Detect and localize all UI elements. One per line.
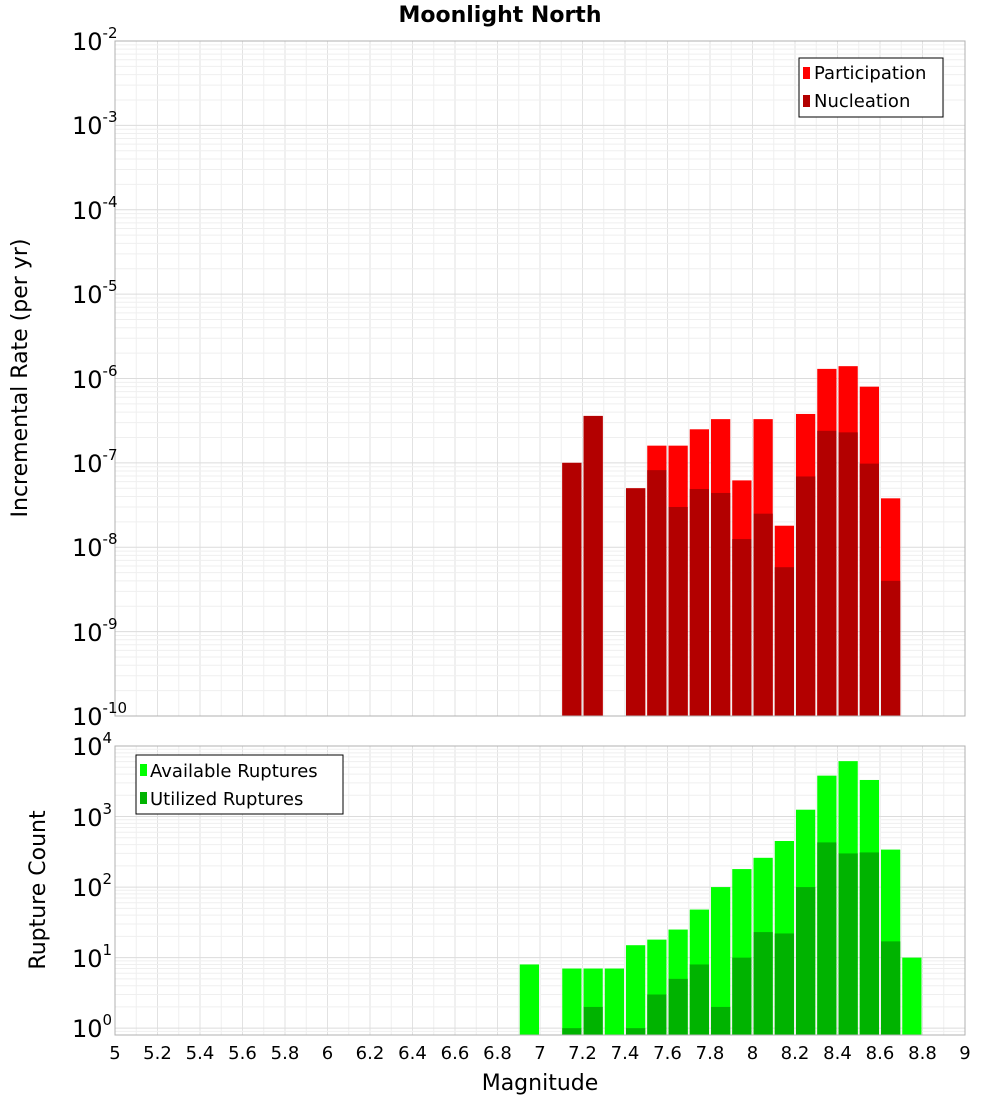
rate-bar-nucleation xyxy=(774,567,794,716)
x-tick-label: 7.2 xyxy=(568,1043,597,1064)
count-bar-utilized-ruptures xyxy=(774,933,794,1035)
rate-bar-nucleation xyxy=(562,462,582,716)
rate-y-tick-label: 10-9 xyxy=(72,615,118,647)
rate-bars xyxy=(562,366,901,716)
rate-y-ticks: 10-10 10-9 10-8 10-7 10-6 10-5 10-4 10-3 10-2 xyxy=(72,24,127,731)
nucleation-legend-swatch xyxy=(803,95,810,107)
rate-bar-nucleation xyxy=(881,580,901,716)
rate-y-tick-label: 10-7 xyxy=(72,446,118,478)
count-bar-available-ruptures xyxy=(604,968,624,1035)
rate-y-tick-label: 10-3 xyxy=(72,108,118,140)
x-tick-label: 8.2 xyxy=(781,1043,810,1064)
rate-bar-nucleation xyxy=(817,430,837,716)
count-y-tick-label: 100 xyxy=(72,1011,112,1043)
count-bar-utilized-ruptures xyxy=(881,941,901,1035)
count-bar-available-ruptures xyxy=(902,957,922,1035)
count-bar-utilized-ruptures xyxy=(583,1006,603,1035)
count-bar-utilized-ruptures xyxy=(689,964,709,1035)
x-tick-label: 8 xyxy=(747,1043,758,1064)
count-bar-utilized-ruptures xyxy=(817,842,837,1035)
rate-y-tick-label: 10-2 xyxy=(72,24,118,56)
x-axis-label: Magnitude xyxy=(482,1071,599,1096)
x-tick-label: 9 xyxy=(959,1043,970,1064)
x-tick-label: 7.4 xyxy=(611,1043,640,1064)
rate-bar-nucleation xyxy=(732,539,752,716)
x-tick-label: 7 xyxy=(534,1043,545,1064)
rate-bar-nucleation xyxy=(838,432,858,716)
count-y-axis-label: Rupture Count xyxy=(26,810,51,970)
count-bar-available-ruptures xyxy=(711,887,731,1035)
count-legend: Available Ruptures Utilized Ruptures xyxy=(135,754,344,815)
rate-bar-nucleation xyxy=(689,489,709,716)
count-y-tick-label: 101 xyxy=(72,941,112,973)
x-tick-label: 7.6 xyxy=(653,1043,682,1064)
rate-y-tick-label: 10-6 xyxy=(72,362,118,394)
participation-legend-label: Participation xyxy=(814,63,926,84)
x-tick-label: 7.8 xyxy=(696,1043,725,1064)
count-bar-utilized-ruptures xyxy=(668,978,688,1035)
count-y-ticks: 100 101 102 103 104 xyxy=(72,729,112,1043)
count-legend-box xyxy=(135,754,344,815)
count-bar-available-ruptures xyxy=(626,945,646,1035)
count-bar-utilized-ruptures xyxy=(562,1028,582,1035)
count-bar-utilized-ruptures xyxy=(711,1006,731,1035)
utilized-legend-swatch xyxy=(140,792,147,804)
count-bar-utilized-ruptures xyxy=(753,932,773,1035)
count-bars xyxy=(519,761,922,1035)
rate-y-axis-label: Incremental Rate (per yr) xyxy=(8,239,33,518)
x-tick-label: 8.8 xyxy=(908,1043,937,1064)
x-tick-label: 8.6 xyxy=(866,1043,895,1064)
x-tick-label: 5.6 xyxy=(228,1043,257,1064)
rate-y-tick-label: 10-5 xyxy=(72,277,118,309)
x-tick-label: 6.2 xyxy=(356,1043,385,1064)
count-y-tick-label: 104 xyxy=(72,729,112,761)
x-tick-label: 5.2 xyxy=(143,1043,172,1064)
count-bar-utilized-ruptures xyxy=(859,852,879,1035)
rate-bar-nucleation xyxy=(796,476,816,716)
rate-bar-nucleation xyxy=(668,506,688,716)
x-tick-label: 6 xyxy=(322,1043,333,1064)
available-legend-label: Available Ruptures xyxy=(150,761,318,782)
x-tick-label: 5.4 xyxy=(186,1043,215,1064)
rate-y-tick-label: 10-8 xyxy=(72,530,118,562)
count-bar-utilized-ruptures xyxy=(626,1028,646,1035)
utilized-legend-label: Utilized Ruptures xyxy=(150,789,303,810)
count-bar-utilized-ruptures xyxy=(732,957,752,1035)
x-tick-label: 5 xyxy=(109,1043,120,1064)
available-legend-swatch xyxy=(140,764,147,776)
count-bar-available-ruptures xyxy=(519,964,539,1035)
rate-legend-box xyxy=(798,57,944,118)
rate-legend: Participation Nucleation xyxy=(798,57,944,118)
count-y-tick-label: 103 xyxy=(72,800,112,832)
rate-y-tick-label: 10-4 xyxy=(72,193,118,225)
count-bar-utilized-ruptures xyxy=(796,887,816,1035)
rate-bar-nucleation xyxy=(753,513,773,716)
magnitude-x-ticks: 5 5.2 5.4 5.6 5.8 6 6.2 6.4 6.6 6.8 7 7.2 7.4 7.6 7.8 8… xyxy=(109,1043,970,1064)
x-tick-label: 6.4 xyxy=(398,1043,427,1064)
participation-legend-swatch xyxy=(803,67,810,79)
x-tick-label: 6.6 xyxy=(441,1043,470,1064)
nucleation-legend-label: Nucleation xyxy=(814,91,910,112)
x-tick-label: 8.4 xyxy=(823,1043,852,1064)
count-y-tick-label: 102 xyxy=(72,870,112,902)
rate-y-tick-label: 10-10 xyxy=(72,699,127,731)
x-tick-label: 5.8 xyxy=(271,1043,300,1064)
rate-plot-grid xyxy=(114,41,966,717)
rate-plot-frame xyxy=(114,40,966,717)
rate-bar-nucleation xyxy=(647,470,667,716)
rate-bar-nucleation xyxy=(626,488,646,716)
count-plot-frame xyxy=(114,745,966,1036)
count-bar-available-ruptures xyxy=(562,968,582,1035)
count-bar-utilized-ruptures xyxy=(647,994,667,1035)
x-tick-label: 6.8 xyxy=(483,1043,512,1064)
rate-bar-nucleation xyxy=(859,463,879,716)
rate-bar-nucleation xyxy=(583,415,603,716)
chart-title: Moonlight North xyxy=(398,3,601,28)
rate-bar-nucleation xyxy=(711,492,731,716)
count-bar-utilized-ruptures xyxy=(838,853,858,1035)
